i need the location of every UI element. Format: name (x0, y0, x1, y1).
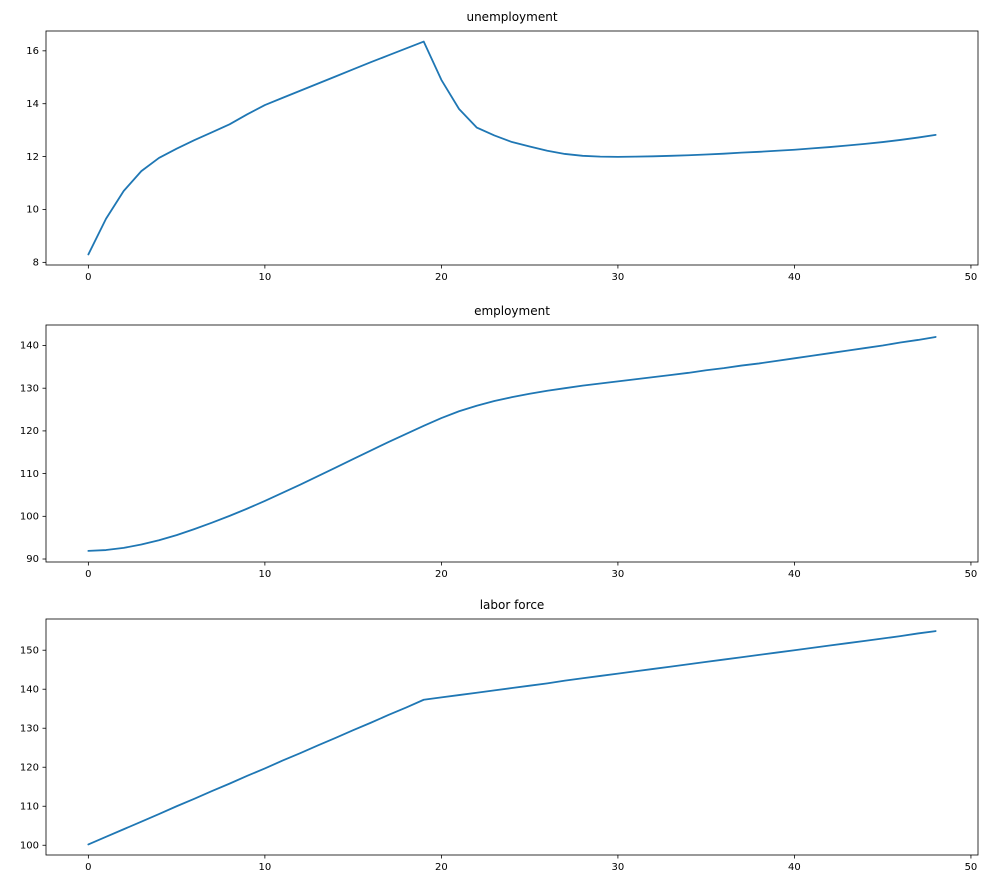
x-tick-label: 20 (435, 272, 448, 283)
subplot-employment: 0 10 20 30 40 50 90 100 110 120 130 140 employment (20, 304, 979, 580)
y-tick-label: 100 (20, 512, 39, 523)
axes-frame (45, 30, 979, 266)
x-tick-label: 10 (259, 569, 272, 580)
x-tick-label: 10 (259, 862, 272, 873)
axes-frame (45, 618, 979, 856)
y-tick-label: 110 (20, 469, 39, 480)
x-tick-label: 40 (788, 272, 801, 283)
x-tick-label: 50 (965, 862, 978, 873)
y-tick-label: 140 (20, 684, 39, 695)
x-tick-label: 10 (259, 272, 272, 283)
y-tick-label: 90 (26, 554, 39, 565)
y-tick-label: 150 (20, 645, 39, 656)
x-tick-label: 0 (85, 272, 91, 283)
y-tick-label: 120 (20, 762, 39, 773)
y-tick-label: 12 (26, 152, 39, 163)
y-tick-label: 16 (26, 46, 39, 57)
line-series-employment (87, 336, 937, 552)
x-tick-label: 50 (965, 569, 978, 580)
line-series-labor-force (87, 630, 937, 846)
line-series-unemployment (87, 40, 937, 256)
y-tick-label: 140 (20, 341, 39, 352)
subplot-title-unemployment: unemployment (466, 10, 557, 24)
x-tick-label: 20 (435, 569, 448, 580)
x-tick-label: 40 (788, 862, 801, 873)
y-tick-label: 130 (20, 723, 39, 734)
subplot-title-labor-force: labor force (480, 598, 545, 612)
x-tick-label: 30 (612, 569, 625, 580)
x-tick-label: 20 (435, 862, 448, 873)
x-tick-label: 40 (788, 569, 801, 580)
subplot-title-employment: employment (474, 304, 550, 318)
y-tick-label: 8 (33, 258, 39, 269)
y-tick-label: 10 (26, 205, 39, 216)
x-tick-label: 0 (85, 862, 91, 873)
x-tick-label: 0 (85, 569, 91, 580)
y-tick-label: 100 (20, 840, 39, 851)
y-tick-label: 14 (26, 99, 39, 110)
x-tick-label: 30 (612, 862, 625, 873)
axes-frame (45, 324, 979, 563)
y-tick-label: 110 (20, 801, 39, 812)
subplot-unemployment: 0 10 20 30 40 50 8 10 12 14 16 unemployment (26, 10, 979, 283)
x-tick-label: 30 (612, 272, 625, 283)
y-tick-label: 120 (20, 426, 39, 437)
subplot-labor-force: 0 10 20 30 40 50 100 110 120 130 140 150 labor force (20, 598, 979, 873)
y-tick-label: 130 (20, 383, 39, 394)
x-tick-label: 50 (965, 272, 978, 283)
